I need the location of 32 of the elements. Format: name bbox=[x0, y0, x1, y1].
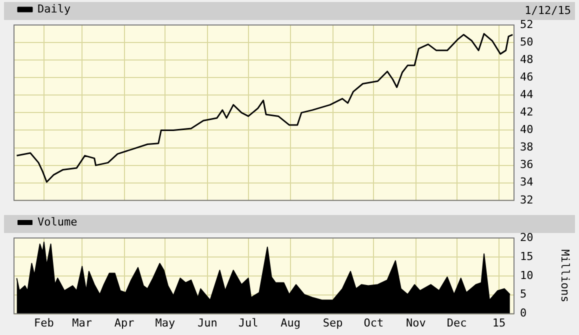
y-tick-label: 0 bbox=[520, 306, 527, 320]
x-tick-label: Sep bbox=[322, 316, 343, 330]
y-tick-label: 50 bbox=[520, 35, 534, 48]
legend-label: Volume bbox=[38, 215, 78, 228]
x-tick-label: Jul bbox=[238, 316, 258, 330]
y-tick-label: 10 bbox=[520, 268, 534, 282]
y-tick-label: 15 bbox=[520, 250, 534, 263]
y-tick-label: 34 bbox=[520, 176, 534, 189]
text: 1/12/15 bbox=[524, 4, 571, 17]
y-tick-label: 36 bbox=[520, 158, 534, 172]
y-tick-label: 42 bbox=[520, 106, 534, 119]
y-tick-label: 52 bbox=[520, 18, 534, 31]
y-tick-label: 20 bbox=[520, 230, 534, 244]
x-tick-label: Feb bbox=[34, 316, 54, 330]
x-tick-label: Mar bbox=[72, 316, 92, 330]
y-axis-title: Millions bbox=[558, 249, 572, 302]
y-tick-label: 48 bbox=[520, 52, 534, 66]
y-tick-label: 40 bbox=[520, 123, 534, 136]
x-tick-label: Aug bbox=[280, 316, 301, 330]
x-tick-label: Apr bbox=[114, 316, 135, 330]
x-tick-label: 15 bbox=[492, 316, 506, 330]
y-tick-label: 5 bbox=[520, 288, 527, 301]
x-tick-label: Dec bbox=[446, 316, 467, 330]
x-tick-label: Jun bbox=[198, 316, 218, 330]
y-tick-label: 38 bbox=[520, 140, 534, 154]
y-tick-label: 46 bbox=[520, 70, 534, 84]
x-tick-label: Oct bbox=[364, 316, 384, 330]
y-tick-label: 32 bbox=[520, 193, 534, 206]
x-tick-label: Nov bbox=[406, 316, 426, 330]
y-tick-label: 44 bbox=[520, 88, 534, 102]
legend-label: Daily bbox=[38, 2, 71, 16]
x-tick-label: May bbox=[155, 316, 176, 330]
